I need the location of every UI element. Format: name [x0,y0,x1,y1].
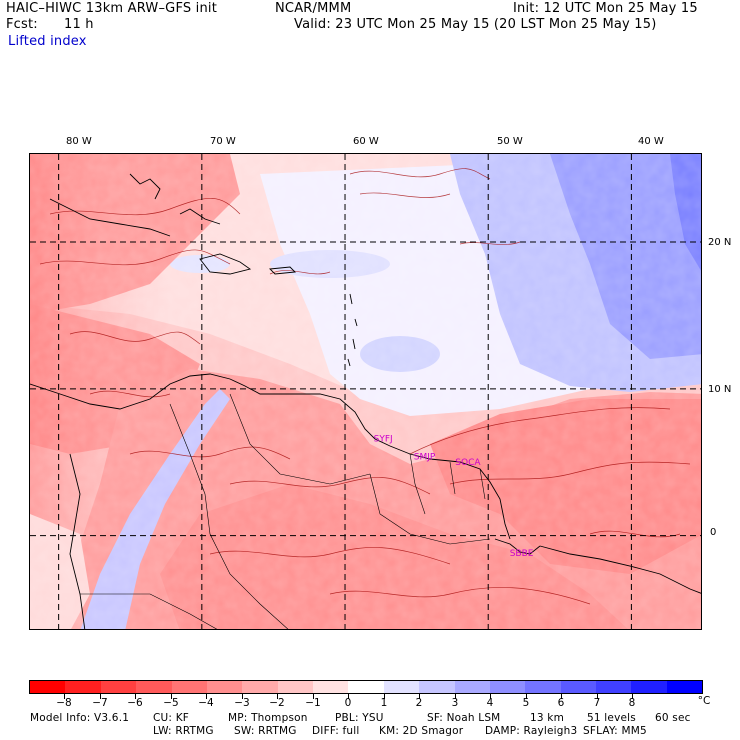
fcst-label: Fcst: [6,17,38,32]
colorbar-label: 2 [415,697,423,709]
colorbar-label: 7 [593,697,601,709]
colorbar-tick [100,694,101,699]
colorbar-segment [631,681,667,693]
colorbar-segment [313,681,349,693]
colorbar-label: 0 [344,697,352,709]
model-title: HAIC–HIWC 13km ARW–GFS init [6,1,218,16]
lat-label-0: 0 [710,527,717,538]
colorbar-label: 5 [522,697,530,709]
colorbar-tick [384,694,385,699]
colorbar-segment [489,681,526,693]
colorbar-label: −4 [198,697,214,709]
lon-label-80w: 80 W [66,136,92,147]
colorbar-tick [206,694,207,699]
colorbar-label: −3 [234,697,250,709]
colorbar-label: −2 [269,697,285,709]
field-name: Lifted index [8,34,87,49]
colorbar-segment [666,681,703,693]
lon-label-70w: 70 W [210,136,236,147]
station-labels: SYFJ SMJP SOCA SBBE [374,435,534,559]
colorbar-tick [419,694,420,699]
colorbar-segment [30,681,66,693]
colorbar-label: 3 [451,697,459,709]
colorbar-tick [526,694,527,699]
colorbar-tick [171,694,172,699]
colorbar-label: 1 [380,697,388,709]
colorbar-label: 6 [557,697,565,709]
station-label-syfj: SYFJ [374,435,393,445]
model-info-item: 51 levels [587,712,636,724]
colorbar-label: 8 [628,697,636,709]
lon-label-50w: 50 W [497,136,523,147]
org-label: NCAR/MMM [275,1,352,16]
coastlines [30,173,701,629]
map-canvas: SYFJ SMJP SOCA SBBE [30,154,701,629]
colorbar-segment [242,681,278,693]
lat-label-20n: 20 N [708,237,732,248]
model-info-item: SF: Noah LSM [427,712,501,724]
valid-time: Valid: 23 UTC Mon 25 May 15 (20 LST Mon … [294,17,657,32]
contour-lines [39,168,691,605]
colorbar-label: −5 [163,697,179,709]
model-info-item: DIFF: full [312,725,360,737]
colorbar-tick [597,694,598,699]
colorbar-tick [561,694,562,699]
colorbar-segment [136,681,172,693]
model-info-item: MP: Thompson [228,712,308,724]
model-info-item: SFLAY: MM5 [583,725,647,737]
colorbar-segment [419,681,455,693]
map-texture [30,154,701,629]
colorbar-segment [171,681,207,693]
station-label-smjp: SMJP [414,452,436,462]
colorbar-segment [525,681,561,693]
colorbar-segment [596,681,632,693]
colorbar-tick [455,694,456,699]
fcst-value: 11 h [64,17,94,32]
init-time: Init: 12 UTC Mon 25 May 15 [513,1,698,16]
colorbar-tick [64,694,65,699]
model-info-item: CU: KF [153,712,190,724]
model-info-item: SW: RRTMG [234,725,297,737]
model-info-item: PBL: YSU [335,712,384,724]
colorbar-label: −6 [127,697,143,709]
lon-label-40w: 40 W [638,136,664,147]
colorbar-tick [632,694,633,699]
colorbar-tick [490,694,491,699]
lon-label-60w: 60 W [353,136,379,147]
colorbar-segment [348,681,384,693]
model-info-item: 60 sec [655,712,691,724]
colorbar-label: −1 [305,697,321,709]
station-label-soca: SOCA [455,458,481,468]
lifted-index-map: SYFJ SMJP SOCA SBBE [29,153,702,630]
colorbar-segment [100,681,137,693]
colorbar-label: −7 [92,697,108,709]
colorbar-segment [277,681,313,693]
model-info-item: Model Info: V3.6.1 [30,712,130,724]
colorbar [29,680,703,694]
colorbar-segment [560,681,596,693]
colorbar-segment [454,681,490,693]
model-info-item: LW: RRTMG [153,725,214,737]
model-info-item: KM: 2D Smagor [379,725,464,737]
model-info-item: DAMP: Rayleigh3 [485,725,578,737]
colorbar-tick [277,694,278,699]
colorbar-segment [383,681,420,693]
colorbar-unit: °C [697,695,711,707]
colorbar-tick [242,694,243,699]
lat-lon-grid [30,154,701,629]
colorbar-label: 4 [486,697,494,709]
colorbar-label: −8 [56,697,72,709]
colorbar-segment [65,681,101,693]
station-label-sbbe: SBBE [510,549,534,559]
colorbar-tick [348,694,349,699]
colorbar-segment [206,681,243,693]
colorbar-tick [135,694,136,699]
lat-label-10n: 10 N [708,384,732,395]
model-info-item: 13 km [530,712,565,724]
colorbar-tick [313,694,314,699]
